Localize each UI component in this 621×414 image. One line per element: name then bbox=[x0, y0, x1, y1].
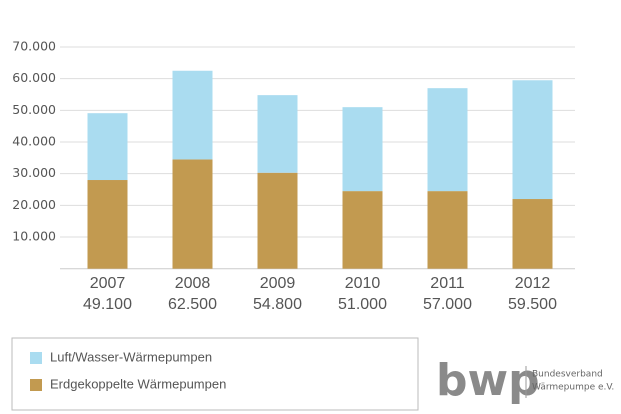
total-label: 62.500 bbox=[168, 296, 217, 313]
y-tick-label: 40.000 bbox=[12, 134, 56, 149]
y-tick-label: 50.000 bbox=[12, 102, 56, 117]
x-tick-label: 2012 bbox=[515, 275, 551, 292]
bar-segment bbox=[427, 88, 468, 192]
total-label: 51.000 bbox=[338, 296, 387, 313]
logo-text: Bundesverband bbox=[532, 370, 603, 380]
logo-text: Wärmepumpe e.V. bbox=[532, 383, 614, 393]
y-tick-label: 60.000 bbox=[12, 70, 56, 85]
legend-swatch bbox=[30, 352, 42, 364]
x-tick-label: 2009 bbox=[260, 275, 296, 292]
bar-segment bbox=[172, 70, 213, 160]
legend-box bbox=[11, 337, 419, 411]
legend-label: Erdgekoppelte Wärmepumpen bbox=[50, 376, 226, 391]
bar-segment bbox=[512, 80, 553, 200]
total-label: 54.800 bbox=[253, 296, 302, 313]
x-tick-label: 2007 bbox=[90, 275, 126, 292]
legend-label: Luft/Wasser-Wärmepumpen bbox=[50, 349, 212, 364]
y-tick-label: 30.000 bbox=[12, 165, 56, 180]
total-label: 59.500 bbox=[508, 296, 557, 313]
bar-segment bbox=[257, 172, 298, 269]
bar-segment bbox=[342, 107, 383, 192]
y-tick-label: 20.000 bbox=[12, 197, 56, 212]
y-tick-label: 10.000 bbox=[12, 229, 56, 244]
bar-segment bbox=[257, 95, 298, 173]
bar-segment bbox=[87, 180, 128, 269]
bar-segment bbox=[427, 191, 468, 269]
bar-segment bbox=[172, 159, 213, 269]
x-tick-label: 2010 bbox=[345, 275, 381, 292]
total-label: 49.100 bbox=[83, 296, 132, 313]
legend-swatch bbox=[30, 379, 42, 391]
y-tick-label: 70.000 bbox=[12, 39, 56, 54]
x-tick-label: 2011 bbox=[430, 275, 465, 292]
bar-segment bbox=[87, 113, 128, 181]
bar-segment bbox=[342, 191, 383, 269]
total-label: 57.000 bbox=[423, 296, 472, 313]
x-tick-label: 2008 bbox=[175, 275, 211, 292]
bar-segment bbox=[512, 199, 553, 269]
logo-mark: bwp bbox=[436, 355, 540, 406]
